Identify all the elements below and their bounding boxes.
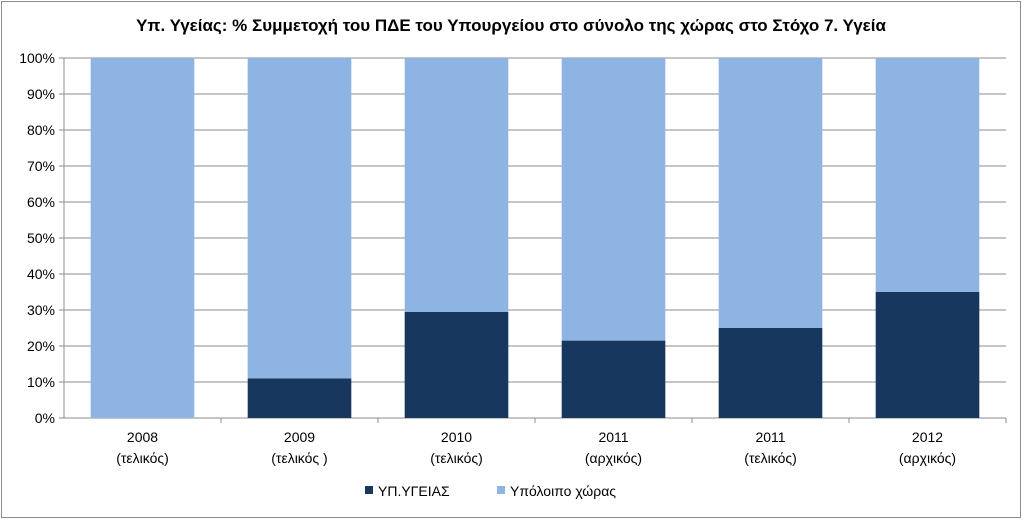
y-tick-label: 90%: [27, 86, 55, 102]
y-tick-label: 10%: [27, 374, 55, 390]
chart-title: Υπ. Υγείας: % Συμμετοχή του ΠΔΕ του Υπου…: [136, 16, 886, 35]
bar-rest-of-country: [875, 58, 980, 292]
x-tick-label: 2009: [284, 429, 315, 445]
x-tick-label: 2012: [912, 429, 943, 445]
y-tick-label: 60%: [27, 194, 55, 210]
y-tick-label: 40%: [27, 266, 55, 282]
y-tick-label: 100%: [19, 50, 55, 66]
bar-rest-of-country: [247, 58, 352, 379]
x-tick-label: (αρχικός): [585, 450, 642, 466]
bar-ministry: [404, 311, 509, 418]
bar-rest-of-country: [404, 58, 509, 312]
bar-ministry: [561, 340, 666, 418]
legend-label: ΥΠ.ΥΓΕΙΑΣ: [378, 483, 450, 499]
bar-rest-of-country: [90, 58, 195, 418]
x-tick-label: (αρχικός): [899, 450, 956, 466]
bar-ministry: [875, 292, 980, 418]
legend-swatch: [497, 486, 505, 494]
y-tick-label: 30%: [27, 302, 55, 318]
x-tick-label: (τελικός ): [271, 450, 327, 466]
x-tick-label: (τελικός): [744, 450, 797, 466]
y-tick-label: 0%: [35, 410, 55, 426]
x-tick-label: 2011: [598, 429, 628, 445]
x-tick-label: 2010: [441, 429, 472, 445]
bar-rest-of-country: [561, 58, 666, 341]
x-tick-label: (τελικός): [116, 450, 169, 466]
legend-swatch: [365, 486, 373, 494]
y-tick-label: 50%: [27, 230, 55, 246]
y-tick-label: 80%: [27, 122, 55, 138]
bar-rest-of-country: [718, 58, 823, 328]
x-tick-label: (τελικός): [430, 450, 483, 466]
y-tick-label: 70%: [27, 158, 55, 174]
bar-ministry: [718, 328, 823, 418]
x-tick-label: 2011: [755, 429, 785, 445]
y-tick-label: 20%: [27, 338, 55, 354]
legend-label: Υπόλοιπο χώρας: [510, 483, 616, 499]
x-tick-label: 2008: [127, 429, 158, 445]
bar-ministry: [247, 378, 352, 418]
